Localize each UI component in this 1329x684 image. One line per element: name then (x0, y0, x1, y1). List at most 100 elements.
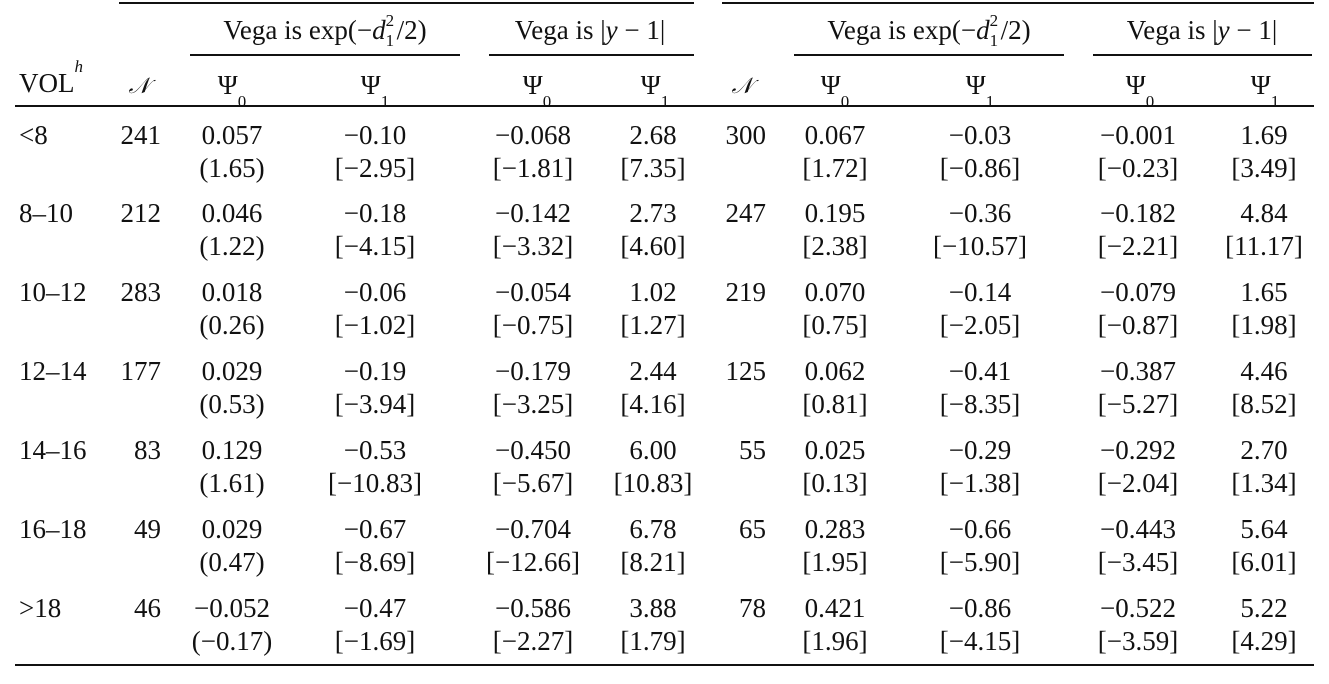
cell-psi1-left-exp-stat: [−1.69] (334, 626, 416, 656)
cell-psi0-left-abs: −0.054 (495, 277, 571, 307)
cell-psi1-left-exp: −0.47 (343, 593, 407, 623)
cell-vol: 14–16 (19, 435, 87, 465)
cell-vol: 16–18 (19, 514, 87, 544)
cell-psi0-right-exp: 0.067 (804, 120, 866, 150)
cell-psi0-left-exp: 0.018 (201, 277, 263, 307)
cell-psi1-right-abs: 5.22 (1240, 593, 1288, 623)
cell-psi0-left-exp: 0.029 (201, 514, 263, 544)
cell-n-right: 300 (725, 120, 767, 150)
cell-psi0-right-exp: 0.195 (804, 198, 866, 228)
top-rule-left (119, 2, 694, 4)
cell-psi0-left-abs: −0.068 (495, 120, 571, 150)
cell-n-right: 125 (725, 356, 767, 386)
col-header-psi0-left-exp: Ψ0 (217, 70, 247, 112)
cell-psi1-right-abs: 4.84 (1240, 198, 1288, 228)
header-rule (15, 105, 1314, 107)
cell-psi0-left-exp: 0.057 (201, 120, 263, 150)
cell-psi1-left-exp: −0.10 (343, 120, 407, 150)
cell-psi1-right-abs-stat: [3.49] (1231, 153, 1297, 183)
cell-psi0-right-exp-stat: [1.96] (802, 626, 868, 656)
cell-psi1-left-abs-stat: [1.27] (620, 310, 686, 340)
cell-n-right: 219 (725, 277, 767, 307)
cell-psi1-left-abs: 3.88 (629, 593, 677, 623)
cell-psi1-left-exp-stat: [−4.15] (334, 231, 416, 261)
cell-psi0-left-exp: 0.129 (201, 435, 263, 465)
cell-n-left: 212 (120, 198, 162, 228)
group-rule-right-exp (794, 54, 1064, 56)
cell-psi1-left-exp: −0.67 (343, 514, 407, 544)
cell-psi1-left-abs: 2.44 (629, 356, 677, 386)
top-rule-right (722, 2, 1314, 4)
cell-psi1-left-abs-stat: [8.21] (620, 547, 686, 577)
cell-psi1-right-abs: 4.46 (1240, 356, 1288, 386)
cell-psi1-right-abs-stat: [4.29] (1231, 626, 1297, 656)
col-header-vol: VOLh (19, 57, 83, 98)
cell-psi0-left-abs-stat: [−2.27] (492, 626, 574, 656)
cell-psi1-left-exp-stat: [−2.95] (334, 153, 416, 183)
cell-psi1-left-exp: −0.19 (343, 356, 407, 386)
cell-psi0-left-exp-stat: (0.53) (199, 389, 265, 419)
cell-psi1-left-abs-stat: [4.16] (620, 389, 686, 419)
cell-psi1-right-exp-stat: [−0.86] (939, 153, 1021, 183)
cell-psi0-left-exp-stat: (0.47) (199, 547, 265, 577)
cell-psi1-right-exp-stat: [−10.57] (933, 231, 1027, 261)
cell-psi1-right-exp: −0.03 (948, 120, 1012, 150)
cell-psi1-left-exp-stat: [−3.94] (334, 389, 416, 419)
cell-psi1-right-abs: 1.69 (1240, 120, 1288, 150)
cell-psi1-left-exp-stat: [−10.83] (328, 468, 422, 498)
bottom-rule (15, 664, 1314, 666)
col-header-psi1-right-exp: Ψ1 (965, 70, 995, 112)
group-header-left-abs: Vega is |y − 1| (514, 15, 666, 45)
cell-n-right: 55 (739, 435, 766, 465)
cell-psi0-right-exp: 0.283 (804, 514, 866, 544)
cell-psi0-right-abs: −0.001 (1100, 120, 1176, 150)
cell-psi0-right-abs: −0.522 (1100, 593, 1176, 623)
cell-psi1-left-abs: 1.02 (629, 277, 677, 307)
cell-psi1-right-abs: 5.64 (1240, 514, 1288, 544)
group-header-right-abs: Vega is |y − 1| (1126, 15, 1278, 45)
cell-psi0-left-exp: 0.029 (201, 356, 263, 386)
cell-n-right: 65 (739, 514, 766, 544)
cell-psi1-left-abs-stat: [10.83] (613, 468, 693, 498)
cell-psi0-right-abs: −0.443 (1100, 514, 1176, 544)
cell-vol: >18 (19, 593, 62, 623)
cell-psi1-left-abs-stat: [7.35] (620, 153, 686, 183)
cell-psi0-right-exp-stat: [0.13] (802, 468, 868, 498)
col-header-psi0-right-exp: Ψ0 (820, 70, 850, 112)
cell-psi0-left-abs: −0.704 (495, 514, 571, 544)
cell-n-left: 46 (134, 593, 161, 623)
cell-n-left: 83 (134, 435, 161, 465)
cell-psi1-right-abs: 1.65 (1240, 277, 1288, 307)
cell-psi0-right-abs-stat: [−0.87] (1097, 310, 1179, 340)
cell-n-left: 49 (134, 514, 161, 544)
cell-psi1-right-exp-stat: [−2.05] (939, 310, 1021, 340)
cell-psi0-right-abs: −0.292 (1100, 435, 1176, 465)
cell-psi0-left-abs: −0.586 (495, 593, 571, 623)
cell-psi0-right-exp-stat: [1.72] (802, 153, 868, 183)
cell-psi0-left-exp-stat: (−0.17) (191, 626, 273, 656)
cell-psi0-right-exp-stat: [1.95] (802, 547, 868, 577)
cell-psi1-right-exp: −0.14 (948, 277, 1012, 307)
cell-psi0-left-abs-stat: [−5.67] (492, 468, 574, 498)
cell-psi1-right-exp: −0.36 (948, 198, 1012, 228)
cell-psi1-right-exp: −0.29 (948, 435, 1012, 465)
cell-psi0-left-exp-stat: (0.26) (199, 310, 265, 340)
cell-psi0-right-exp-stat: [0.81] (802, 389, 868, 419)
col-header-psi0-left-abs: Ψ0 (522, 70, 552, 112)
cell-psi1-right-exp: −0.86 (948, 593, 1012, 623)
cell-psi1-left-abs-stat: [1.79] (620, 626, 686, 656)
cell-psi0-left-exp-stat: (1.65) (199, 153, 265, 183)
cell-psi1-left-exp-stat: [−1.02] (334, 310, 416, 340)
cell-psi1-left-abs: 6.00 (629, 435, 677, 465)
cell-psi0-left-abs: −0.179 (495, 356, 571, 386)
cell-psi0-right-exp-stat: [2.38] (802, 231, 868, 261)
cell-psi0-right-abs-stat: [−5.27] (1097, 389, 1179, 419)
cell-n-left: 241 (120, 120, 162, 150)
cell-psi1-left-exp: −0.18 (343, 198, 407, 228)
cell-psi1-left-exp: −0.53 (343, 435, 407, 465)
cell-vol: 8–10 (19, 198, 73, 228)
cell-psi1-left-abs-stat: [4.60] (620, 231, 686, 261)
group-rule-right-abs (1093, 54, 1312, 56)
cell-psi1-right-abs: 2.70 (1240, 435, 1288, 465)
